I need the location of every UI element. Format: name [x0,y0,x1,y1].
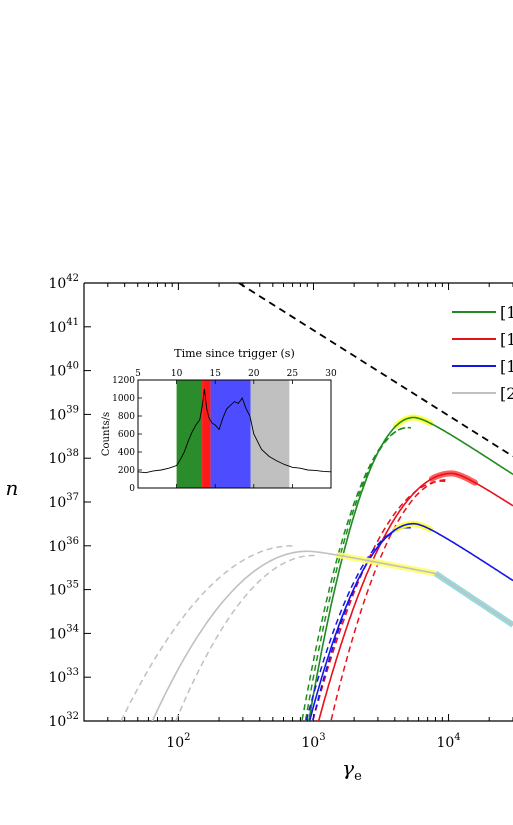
inset-y-tick-label: 1000 [112,394,135,404]
time-interval-band [210,380,251,488]
reference-dashed-line [238,283,513,458]
inset-y-axis-title: Counts/s [101,412,112,456]
lightcurve-line [137,388,332,474]
inset-y-tick-label: 600 [118,430,135,440]
inset-x-tick-label: 20 [248,369,260,379]
legend-label: [1 [500,357,513,376]
inset-x-tick-label: 15 [209,369,221,379]
x-tick-label: 103 [301,732,325,751]
inset-lightcurve-plot: 5 10 15 20 25 30 0 200 400 600 800 1000 1200 Time sin… [101,347,337,494]
time-interval-band [250,380,290,488]
x-tick-label: 102 [166,732,190,751]
series-line [151,550,436,721]
inset-x-tick-label: 25 [287,369,299,379]
legend-label: [2 [500,384,513,403]
x-tick-label: 104 [436,732,460,751]
plot-frame [83,282,513,722]
inset-x-tick-label: 10 [171,369,183,379]
y-tick-label: 1038 [48,448,79,467]
y-tick-label: 1037 [48,492,79,511]
y-tick-label: 1035 [48,580,79,599]
y-tick-label: 1034 [48,623,79,642]
curves-group [120,283,513,721]
series-line [317,472,513,721]
y-tick-label: 1039 [48,404,79,423]
series-band-dashed [120,545,296,721]
legend-label: [1 [500,330,513,349]
series-band-dashed [174,554,317,721]
y-tick-label: 1036 [48,536,79,555]
series-band-dashed [330,479,449,721]
inset-y-tick-label: 1200 [112,376,135,386]
y-tick-label: 1041 [48,317,79,336]
series-band-dashed [301,426,411,721]
inset-y-tick-label: 0 [129,484,135,494]
time-interval-band [202,380,211,488]
y-tick-label: 1042 [48,273,79,292]
series-tail-line [435,572,513,626]
y-tick-label: 1033 [48,667,79,686]
inset-y-tick-label: 800 [118,412,135,422]
legend-label: [1 [500,303,513,322]
inset-x-tick-label: 5 [135,369,141,379]
x-axis-title: γe [342,756,362,784]
inset-x-axis-title: Time since trigger (s) [174,347,294,360]
time-interval-band [176,380,203,488]
main-plot: 1032103310341035103610371038103910401041… [6,273,513,784]
series-band-dashed [312,480,446,721]
series-line [307,416,513,721]
series-line [308,522,513,721]
inset-x-tick-label: 30 [325,369,337,379]
inset-y-tick-label: 400 [118,448,135,458]
inset-y-tick-label: 200 [118,466,135,476]
y-tick-label: 1040 [48,361,79,380]
series-highlight [428,470,478,486]
y-axis-title: n [6,476,19,500]
y-tick-label: 1032 [48,711,79,730]
